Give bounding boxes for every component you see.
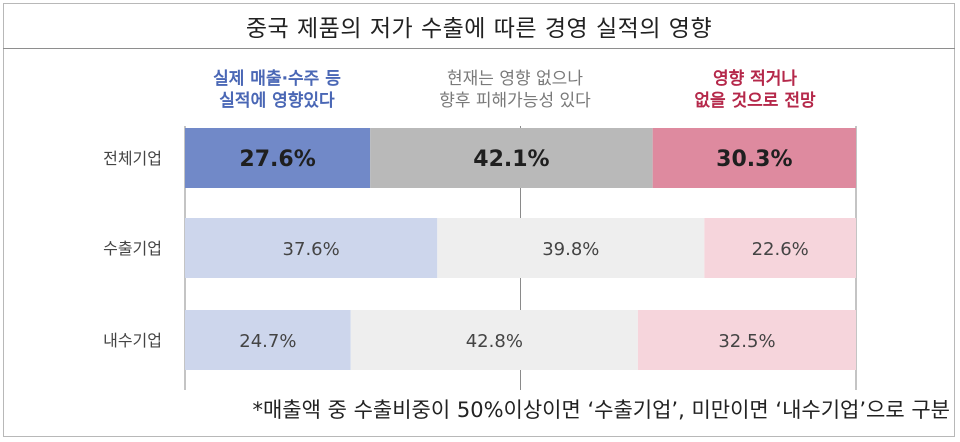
data-label: 22.6% bbox=[752, 239, 809, 260]
bar-segment bbox=[704, 218, 856, 278]
legend-header-minimal: 영향 적거나 없을 것으로 전망 bbox=[660, 68, 850, 112]
bar-segment bbox=[637, 310, 856, 370]
bar-segment bbox=[350, 310, 638, 370]
legend-header-potential-line-1: 현재는 영향 없으나 bbox=[447, 69, 583, 89]
data-label: 42.1% bbox=[473, 147, 549, 172]
data-label: 27.6% bbox=[239, 147, 315, 172]
legend-header-potential-line-2: 향후 피해가능성 있다 bbox=[439, 91, 591, 111]
category-label: 수출기업 bbox=[103, 239, 162, 258]
data-label: 39.8% bbox=[542, 239, 599, 260]
bar-segment bbox=[185, 218, 438, 278]
bar-segment bbox=[652, 128, 856, 188]
footnote: *매출액 중 수출비중이 50%이상이면 ‘수출기업’, 미만이면 ‘내수기업’… bbox=[252, 398, 950, 422]
data-label: 42.8% bbox=[466, 331, 523, 352]
data-label: 32.5% bbox=[718, 331, 775, 352]
chart-title-box: 중국 제품의 저가 수출에 따른 경영 실적의 영향 bbox=[3, 3, 955, 49]
data-label: 30.3% bbox=[716, 147, 792, 172]
bar-segment bbox=[185, 310, 351, 370]
legend-header-potential: 현재는 영향 없으나 향후 피해가능성 있다 bbox=[395, 68, 635, 112]
data-label: 37.6% bbox=[283, 239, 340, 260]
legend-header-minimal-line-1: 영향 적거나 bbox=[712, 69, 798, 89]
bar-segment bbox=[185, 128, 371, 188]
legend-header-impact-line-2: 실적에 영향있다 bbox=[219, 91, 335, 111]
legend-header-impact-line-1: 실제 매출·수주 등 bbox=[213, 69, 341, 89]
bar-segment bbox=[437, 218, 705, 278]
legend-header-impact: 실제 매출·수주 등 실적에 영향있다 bbox=[186, 68, 368, 112]
bar-segment bbox=[370, 128, 653, 188]
category-label: 전체기업 bbox=[103, 149, 162, 168]
legend-header-minimal-line-2: 없을 것으로 전망 bbox=[694, 91, 816, 111]
chart-title: 중국 제품의 저가 수출에 따른 경영 실적의 영향 bbox=[245, 15, 713, 42]
data-label: 24.7% bbox=[239, 331, 296, 352]
category-label: 내수기업 bbox=[103, 331, 162, 350]
